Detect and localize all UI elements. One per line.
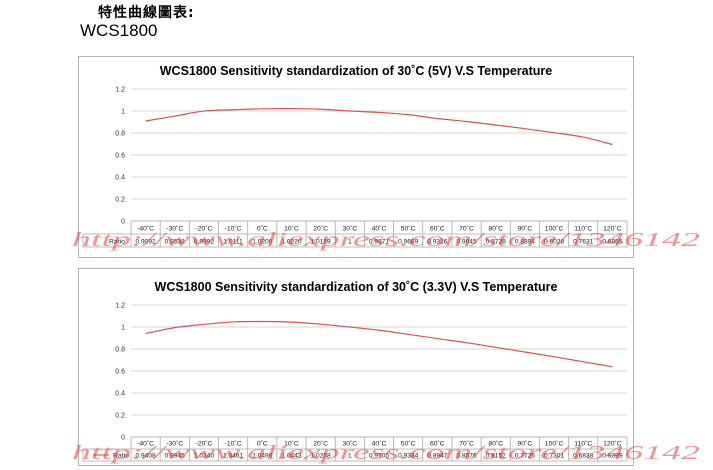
y-tick-label: 0.8: [115, 131, 125, 138]
chart-3v3-plot: 0 0.2 0.4 0.6 0.8 1 1.2 -40˚C -30˚C -20˚C -10˚C 0˚C…: [82, 303, 628, 462]
data-label: 0.9992: [194, 239, 215, 246]
chart-3v3: 0 0.2 0.4 0.6 0.8 1 1.2 -40˚C -30˚C -20˚C -10˚C 0˚C…: [78, 268, 634, 466]
data-label: 0.9705: [369, 453, 390, 460]
x-tick-label: 30˚C: [342, 225, 357, 233]
x-tick-label: 70˚C: [459, 225, 474, 233]
x-tick-label: 50˚C: [401, 225, 416, 233]
data-label: 0.9316: [427, 239, 448, 246]
x-tick-label: -20˚C: [195, 440, 212, 448]
x-tick-label: 10˚C: [284, 225, 299, 233]
x-tick-label: 0˚C: [257, 225, 268, 233]
x-tick-label: 90˚C: [518, 440, 533, 448]
y-tick-label: 0.4: [115, 391, 125, 398]
data-label: 0.9538: [165, 239, 186, 246]
series-line-ratio: [145, 320, 613, 368]
data-label: 0.9045: [456, 239, 477, 246]
y-tick-label: 0.2: [115, 413, 125, 420]
x-tick-label: 60˚C: [430, 225, 445, 233]
series-line-ratio: [145, 107, 613, 146]
legend-label: Ratio: [109, 239, 125, 246]
y-tick-label: 1: [121, 109, 125, 116]
x-tick-label: -20˚C: [195, 225, 212, 233]
x-tick-label: -30˚C: [166, 440, 183, 448]
x-tick-label: -40˚C: [137, 225, 154, 233]
data-label: 1.0159: [311, 239, 332, 246]
data-label: 0.9334: [398, 453, 419, 460]
chart-title: WCS1800 Sensitivity standardization of 3…: [159, 64, 553, 78]
y-tick-label: 0: [121, 435, 125, 442]
x-tick-label: 110˚C: [574, 225, 592, 233]
x-tick-label: 20˚C: [313, 225, 328, 233]
x-tick-label: 60˚C: [430, 440, 445, 448]
y-tick-label: 1.2: [115, 303, 125, 310]
data-label: 0.8152: [486, 453, 507, 460]
data-label: 0.8947: [427, 453, 448, 460]
x-tick-label: 100˚C: [545, 225, 564, 233]
x-tick-label: 80˚C: [488, 225, 503, 233]
data-label: 0.9408: [136, 453, 157, 460]
data-label: 1.0111: [224, 239, 244, 246]
x-tick-label: -10˚C: [225, 225, 242, 233]
section-heading: 特性曲線圖表:: [98, 5, 195, 21]
data-label: 1.0258: [311, 453, 332, 460]
data-label: 0.9945: [165, 453, 186, 460]
data-label: 1.0443: [281, 453, 302, 460]
data-label: 0.8394: [515, 239, 536, 246]
x-tick-label: 120˚C: [603, 225, 622, 233]
model-name: WCS1800: [80, 21, 158, 40]
data-label: 1: [348, 239, 352, 246]
x-tick-label: 40˚C: [372, 440, 387, 448]
x-tick-label: 100˚C: [545, 440, 564, 448]
data-label: 0.6838: [573, 453, 594, 460]
y-tick-label: 0.6: [115, 153, 125, 160]
data-label: 0.9871: [369, 239, 390, 246]
y-tick-label: 1.2: [115, 87, 125, 94]
data-label: 1.0240: [194, 453, 215, 460]
data-label: 1.0461: [223, 453, 244, 460]
y-tick-label: 0.8: [115, 347, 125, 354]
x-tick-label: 90˚C: [518, 225, 533, 233]
y-tick-label: 0.2: [115, 197, 125, 204]
data-label: 0.8728: [486, 239, 507, 246]
data-label: 0.7301: [544, 453, 565, 460]
x-tick-label: 0˚C: [257, 440, 268, 448]
data-label: 0.6395: [602, 453, 623, 460]
x-tick-label: 40˚C: [372, 225, 387, 233]
data-label: 0.9092: [136, 239, 157, 246]
y-tick-label: 0.6: [115, 369, 125, 376]
x-tick-label: -40˚C: [137, 440, 154, 448]
x-tick-label: 120˚C: [603, 440, 622, 448]
data-label: 1: [348, 453, 352, 460]
x-tick-label: -10˚C: [225, 440, 242, 448]
chart-5v: 0 0.2 0.4 0.6 0.8 1 1.2 -40˚C -30˚C -20˚C -10˚C 0˚C…: [78, 56, 634, 258]
y-tick-label: 0: [121, 219, 125, 226]
data-label: 0.8576: [456, 453, 477, 460]
data-label: 0.7726: [515, 453, 536, 460]
x-tick-label: 20˚C: [313, 440, 328, 448]
y-tick-label: 0.4: [115, 175, 125, 182]
data-label: 0.7631: [573, 239, 594, 246]
x-tick-label: 10˚C: [284, 440, 299, 448]
x-tick-label: -30˚C: [166, 225, 183, 233]
x-tick-label: 50˚C: [401, 440, 416, 448]
y-tick-label: 1: [121, 325, 125, 332]
data-label: 0.9669: [398, 239, 419, 246]
data-label: 1.0220: [281, 239, 302, 246]
x-tick-label: 80˚C: [488, 440, 503, 448]
chart-5v-plot: 0 0.2 0.4 0.6 0.8 1 1.2 -40˚C -30˚C -20˚C -10˚C 0˚C…: [82, 87, 628, 248]
x-tick-label: 110˚C: [574, 440, 592, 448]
data-label: 1.0200: [252, 239, 273, 246]
data-label: 0.6955: [602, 239, 623, 246]
x-tick-label: 30˚C: [342, 440, 357, 448]
data-label: 0.8028: [544, 239, 565, 246]
legend-label: Ratio: [113, 453, 129, 460]
x-tick-label: 70˚C: [459, 440, 474, 448]
chart-title: WCS1800 Sensitivity standardization of 3…: [154, 280, 558, 294]
data-label: 1.0498: [252, 453, 273, 460]
